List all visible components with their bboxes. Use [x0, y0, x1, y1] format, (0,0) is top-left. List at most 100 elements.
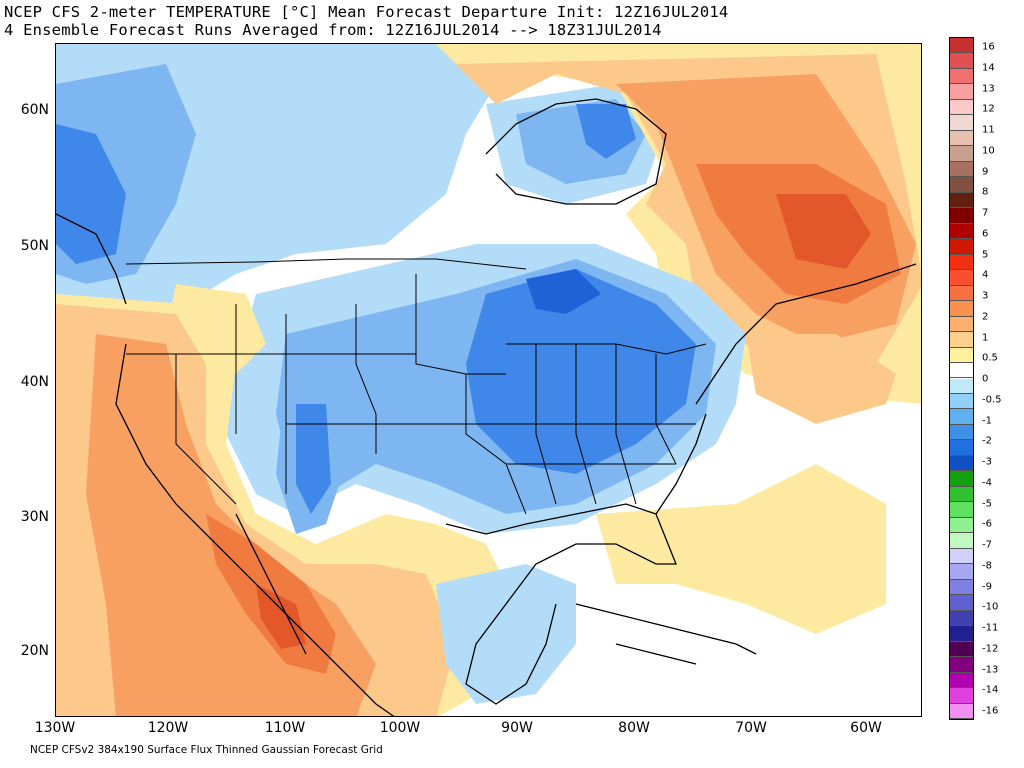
colorbar-swatch [950, 378, 973, 394]
colorbar-label: 13 [982, 83, 995, 94]
colorbar-label: -12 [982, 643, 999, 655]
colorbar-swatch [950, 533, 973, 549]
colorbar-swatch [950, 301, 973, 317]
longitude-label: 130W [34, 720, 76, 736]
colorbar-swatch [950, 285, 973, 302]
coastlines [56, 98, 917, 716]
colorbar-label: -4 [982, 477, 992, 489]
longitude-label: 100W [379, 720, 421, 736]
colorbar-label: 7 [982, 207, 989, 219]
colorbar-label: 10 [982, 145, 995, 157]
latitude-label: 50N [20, 238, 49, 254]
colorbar-swatch [950, 270, 973, 286]
colorbar-label: 2 [982, 311, 989, 323]
colorbar-swatch [950, 424, 973, 441]
colorbar-swatch [950, 393, 973, 410]
colorbar-label: 0.5 [982, 352, 998, 364]
colorbar-swatch [950, 548, 973, 565]
colorbar-label: -6 [982, 518, 992, 530]
anomaly-region-warm-east-canada-4 [776, 194, 871, 269]
longitude-label: 120W [147, 720, 189, 736]
colorbar-label: -1 [982, 415, 992, 426]
colorbar-swatch [950, 146, 973, 162]
colorbar-label: -9 [982, 581, 992, 592]
colorbar-swatch [950, 53, 973, 69]
anomaly-region-cool-west-core [56, 124, 126, 264]
colorbar-label: -8 [982, 560, 992, 572]
longitude-label: 60W [850, 720, 882, 736]
anomaly-region-caribbean-warm [596, 464, 886, 634]
latitude-label: 60N [20, 102, 49, 118]
anomaly-region-cool-great-lakes [526, 269, 601, 314]
anomaly-region-gulf [436, 564, 576, 704]
longitude-label: 70W [735, 720, 767, 736]
colorbar-label: 11 [982, 124, 995, 136]
colorbar-label: 12 [982, 103, 995, 115]
colorbar-swatch [950, 192, 973, 209]
colorbar-swatch [950, 84, 973, 100]
colorbar-swatch [950, 579, 973, 596]
colorbar-swatch [950, 703, 973, 719]
anomaly-region-warm-atlantic [746, 334, 896, 424]
colorbar-label: 3 [982, 290, 989, 302]
colorbar-label: -16 [982, 705, 999, 717]
colorbar-swatch [950, 316, 973, 333]
colorbar-label: 1 [982, 332, 989, 343]
map-canvas [56, 44, 921, 716]
colorbar-label: -13 [982, 664, 999, 675]
colorbar-swatch [950, 595, 973, 611]
colorbar-swatch [950, 223, 973, 240]
colorbar [949, 37, 974, 720]
anomaly-region-warm-baja-core [256, 584, 306, 649]
latitude-label: 40N [20, 374, 49, 390]
colorbar-swatch [950, 517, 973, 534]
longitude-label: 110W [264, 720, 306, 736]
colorbar-swatch [950, 455, 973, 472]
colorbar-swatch [950, 115, 973, 131]
colorbar-swatch [950, 99, 973, 116]
colorbar-label: -2 [982, 435, 992, 447]
colorbar-label: 16 [982, 41, 995, 53]
colorbar-swatch [950, 177, 973, 193]
temperature-anomaly-map [55, 43, 922, 717]
colorbar-swatch [950, 38, 973, 54]
anomaly-region-cool-central-us-2 [466, 269, 696, 474]
colorbar-swatch [950, 409, 973, 425]
colorbar-swatch [950, 610, 973, 627]
chart-subtitle: 4 Ensemble Forecast Runs Averaged from: … [4, 21, 662, 39]
colorbar-label: 9 [982, 166, 989, 177]
colorbar-label: -7 [982, 539, 992, 551]
anomaly-region-cool-four-corners-core [296, 404, 331, 514]
colorbar-swatch [950, 68, 973, 85]
colorbar-swatch [950, 332, 973, 348]
colorbar-swatch [950, 440, 973, 456]
colorbar-label: -10 [982, 601, 999, 613]
longitude-label: 80W [618, 720, 650, 736]
colorbar-label: 14 [982, 62, 995, 74]
colorbar-swatch [950, 363, 973, 379]
colorbar-swatch [950, 471, 973, 487]
colorbar-swatch [950, 347, 973, 363]
colorbar-label: 0 [982, 373, 989, 385]
colorbar-swatch [950, 672, 973, 689]
colorbar-swatch [950, 641, 973, 658]
colorbar-swatch [950, 130, 973, 147]
colorbar-label: -5 [982, 498, 992, 509]
colorbar-swatch [950, 657, 973, 673]
colorbar-label: -3 [982, 456, 992, 468]
political-boundaries [125, 258, 707, 515]
colorbar-swatch [950, 502, 973, 518]
colorbar-swatch [950, 254, 973, 271]
latitude-label: 30N [20, 509, 49, 525]
colorbar-swatch [950, 208, 973, 224]
longitude-label: 90W [501, 720, 533, 736]
latitude-label: 20N [20, 643, 49, 659]
chart-title: NCEP CFS 2-meter TEMPERATURE [°C] Mean F… [4, 3, 729, 21]
colorbar-swatch [950, 626, 973, 642]
colorbar-label: -11 [982, 622, 999, 634]
colorbar-swatch [950, 564, 973, 580]
colorbar-swatch [950, 688, 973, 704]
colorbar-label: 5 [982, 249, 989, 260]
colorbar-swatch [950, 239, 973, 255]
footer-note: NCEP CFSv2 384x190 Surface Flux Thinned … [30, 744, 383, 756]
